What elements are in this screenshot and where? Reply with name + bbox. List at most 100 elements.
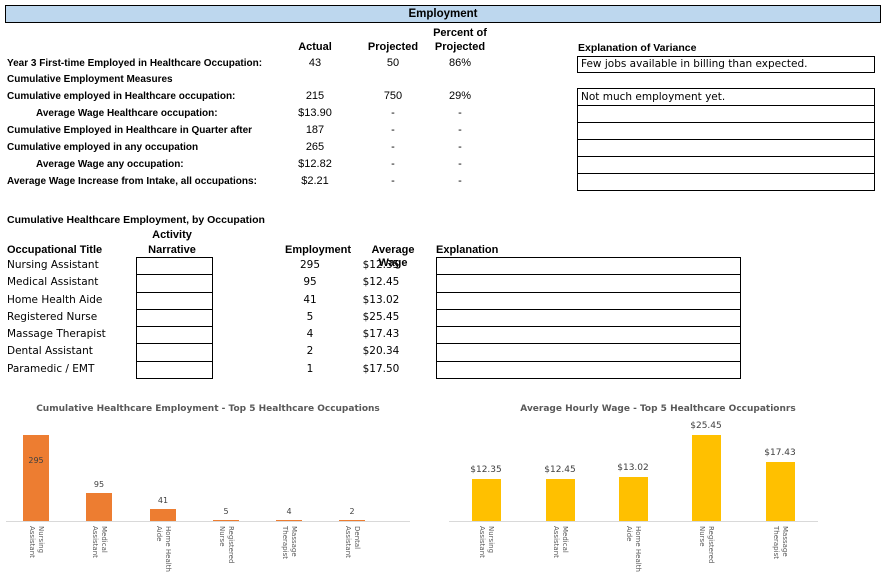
bar-value-label: $25.45 <box>690 421 722 431</box>
narrative-cell[interactable] <box>137 258 212 276</box>
wage-cell[interactable]: $12.45 <box>362 276 400 289</box>
wage-cell[interactable]: $17.50 <box>362 362 400 375</box>
percent-cell[interactable]: 86% <box>448 57 472 69</box>
category-label: Medical Assistant <box>552 526 569 558</box>
column-header-percent-line1: Percent of <box>433 27 487 39</box>
row-label: Average Wage Increase from Intake, all o… <box>7 176 257 187</box>
bar-0 <box>23 435 49 521</box>
occupation-title: Nursing Assistant <box>7 259 99 271</box>
projected-cell[interactable]: - <box>391 124 395 136</box>
occupation-explanation-grid <box>436 257 741 379</box>
actual-cell[interactable]: $12.82 <box>298 158 332 170</box>
measures-explanation-cell[interactable] <box>578 123 874 140</box>
actual-cell[interactable]: 215 <box>305 90 325 102</box>
actual-cell[interactable]: 43 <box>308 57 322 69</box>
narrative-cell[interactable] <box>137 344 212 362</box>
percent-cell[interactable]: - <box>458 175 462 187</box>
x-axis-line <box>6 521 410 522</box>
plot-area: 295 Nursing Assistant 95 Medical Assistant 4… <box>6 397 410 577</box>
column-header-explanation-of-variance: Explanation of Variance <box>578 42 697 54</box>
x-axis-line <box>449 521 818 522</box>
actual-cell[interactable]: 187 <box>305 124 325 136</box>
bar-2 <box>150 509 176 521</box>
row-label: Cumulative employed in Healthcare occupa… <box>7 91 236 102</box>
employment-cell[interactable]: 41 <box>303 293 317 306</box>
narrative-input-grid <box>136 257 213 379</box>
measures-explanation-cell[interactable] <box>578 174 874 190</box>
explanation-cell[interactable] <box>437 275 740 293</box>
narrative-cell[interactable] <box>137 293 212 310</box>
column-header-average-wage: Average Wage <box>371 244 415 269</box>
column-header-narrative: Narrative <box>148 244 196 256</box>
projected-cell[interactable]: - <box>391 175 395 187</box>
explanation-cell[interactable] <box>437 310 740 328</box>
occupation-title: Dental Assistant <box>7 345 93 358</box>
explanation-cell[interactable] <box>437 293 740 310</box>
actual-cell[interactable]: 265 <box>305 141 325 153</box>
actual-cell[interactable]: $2.21 <box>301 175 329 187</box>
chart-title: Cumulative Healthcare Employment - Top 5… <box>36 404 380 414</box>
measures-explanation-cell[interactable] <box>578 157 874 174</box>
employment-cell[interactable]: 2 <box>306 345 314 358</box>
employment-cell[interactable]: 295 <box>299 259 321 271</box>
employment-bar-chart: Cumulative Healthcare Employment - Top 5… <box>6 397 410 577</box>
bar-4 <box>765 462 795 521</box>
wage-cell[interactable]: $20.34 <box>362 345 400 358</box>
category-label: Medical Assistant <box>91 526 108 558</box>
percent-cell[interactable]: - <box>458 141 462 153</box>
wage-cell[interactable]: $17.43 <box>362 328 400 341</box>
wage-cell[interactable]: $25.45 <box>362 310 400 323</box>
table-row: Home Health Aide 41 $13.02 <box>0 292 445 309</box>
employment-cell[interactable]: 5 <box>306 310 314 323</box>
row-label: Average Wage any occupation: <box>36 159 184 170</box>
employment-cell[interactable]: 1 <box>306 362 314 375</box>
measures-explanation-cell[interactable] <box>578 106 874 123</box>
category-label: Nursing Assistant <box>478 526 495 558</box>
employment-cell[interactable]: 4 <box>306 328 314 341</box>
wage-cell[interactable]: $13.02 <box>362 293 400 306</box>
bar-value-label: 5 <box>223 507 229 516</box>
wage-cell[interactable]: $12.35 <box>362 259 400 271</box>
narrative-cell[interactable] <box>137 275 212 293</box>
percent-cell[interactable]: - <box>458 158 462 170</box>
variance-explanation-box[interactable]: Few jobs available in billing than expec… <box>577 56 875 73</box>
bar-value-label: 95 <box>93 480 105 489</box>
bar-value-label: 41 <box>157 496 169 505</box>
occupation-title: Medical Assistant <box>7 276 99 289</box>
narrative-cell[interactable] <box>137 310 212 328</box>
explanation-cell[interactable] <box>437 362 740 378</box>
actual-cell[interactable]: $13.90 <box>298 107 332 119</box>
row-label: Year 3 First-time Employed in Healthcare… <box>7 58 263 69</box>
narrative-cell[interactable] <box>137 327 212 345</box>
occupation-title: Paramedic / EMT <box>7 362 95 375</box>
percent-cell[interactable]: - <box>458 124 462 136</box>
table-row: Nursing Assistant 295 $12.35 <box>0 257 445 274</box>
bar-0 <box>471 479 501 521</box>
table-row: Massage Therapist 4 $17.43 <box>0 326 445 343</box>
explanation-cell[interactable] <box>437 327 740 345</box>
column-header-explanation: Explanation <box>436 244 499 256</box>
projected-cell[interactable]: - <box>391 158 395 170</box>
projected-cell[interactable]: 750 <box>383 90 403 102</box>
occupation-rows: Nursing Assistant 295 $12.35 Medical Ass… <box>0 257 445 378</box>
plot-area: $12.35 Nursing Assistant $12.45 Medical Ass… <box>446 397 870 577</box>
employment-cell[interactable]: 95 <box>303 276 317 289</box>
category-label: Registered Nurse <box>218 526 235 564</box>
projected-cell[interactable]: - <box>391 141 395 153</box>
category-label: Massage Therapist <box>281 526 298 559</box>
measures-explanation-box: Not much employment yet. <box>577 88 875 191</box>
measures-explanation-cell[interactable] <box>578 140 874 157</box>
explanation-cell[interactable] <box>437 258 740 276</box>
explanation-cell[interactable] <box>437 344 740 362</box>
percent-cell[interactable]: 29% <box>448 90 472 102</box>
bar-value-label: $13.02 <box>617 463 649 473</box>
column-header-occupational-title: Occupational Title <box>7 244 103 256</box>
measures-explanation-cell[interactable]: Not much employment yet. <box>578 89 874 106</box>
percent-cell[interactable]: - <box>458 107 462 119</box>
narrative-cell[interactable] <box>137 362 212 378</box>
projected-cell[interactable]: 50 <box>386 57 400 69</box>
occupation-title: Registered Nurse <box>7 310 98 323</box>
projected-cell[interactable]: - <box>391 107 395 119</box>
row-label: Average Wage Healthcare occupation: <box>36 108 218 119</box>
